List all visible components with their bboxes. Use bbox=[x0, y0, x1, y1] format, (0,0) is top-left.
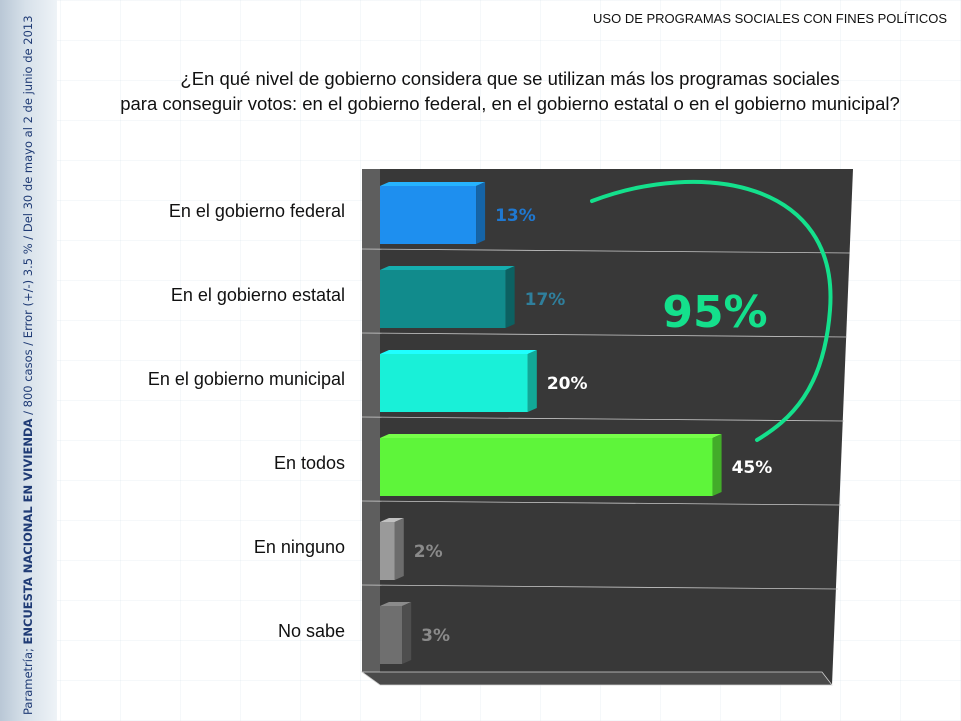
bar-top-face bbox=[380, 518, 404, 522]
bar bbox=[380, 518, 404, 580]
gridline bbox=[361, 584, 839, 590]
bars bbox=[380, 182, 722, 664]
bar-top-face bbox=[380, 182, 486, 186]
category-label: No sabe bbox=[278, 621, 345, 641]
bar-front-face bbox=[380, 270, 506, 328]
bar-front-face bbox=[380, 522, 395, 580]
bar-side-face bbox=[402, 602, 412, 664]
annotation-arc bbox=[590, 179, 833, 442]
annotation-label: 95% bbox=[662, 287, 767, 338]
bar bbox=[380, 182, 486, 244]
gridline bbox=[361, 416, 845, 422]
chart-side-wall bbox=[362, 169, 380, 685]
chart-floor bbox=[360, 671, 833, 686]
bar-front-face bbox=[380, 438, 713, 496]
bar-front-face bbox=[380, 186, 477, 244]
bar-top-face bbox=[380, 434, 722, 438]
value-label: 17% bbox=[525, 290, 566, 310]
category-label: En el gobierno municipal bbox=[148, 369, 345, 389]
gridline bbox=[361, 332, 848, 338]
bar-top-face bbox=[380, 266, 515, 270]
bar-side-face bbox=[505, 266, 515, 328]
grid-lines bbox=[361, 248, 851, 590]
category-label: En el gobierno estatal bbox=[171, 285, 345, 305]
bar-front-face bbox=[380, 606, 403, 664]
bar-top-face bbox=[380, 350, 537, 354]
bar-side-face bbox=[476, 182, 486, 244]
chart-back-wall bbox=[380, 169, 853, 685]
bar bbox=[380, 266, 515, 328]
sidebar: Parametría; ENCUESTA NACIONAL EN VIVIEND… bbox=[0, 0, 57, 721]
question-line-2: para conseguir votos: en el gobierno fed… bbox=[120, 93, 900, 114]
bar-top-face bbox=[380, 602, 412, 606]
category-label: En todos bbox=[274, 453, 345, 473]
bar-side-face bbox=[712, 434, 722, 496]
value-label: 45% bbox=[732, 458, 773, 478]
page-header: USO DE PROGRAMAS SOCIALES CON FINES POLÍ… bbox=[593, 11, 947, 26]
value-label: 2% bbox=[414, 542, 443, 562]
value-labels: 13% 17% 20% 45% 2% 3% bbox=[414, 206, 773, 646]
question-line-1: ¿En qué nivel de gobierno considera que … bbox=[180, 68, 840, 89]
bar bbox=[380, 350, 537, 412]
question-text: ¿En qué nivel de gobierno considera que … bbox=[60, 66, 960, 116]
category-label: En ninguno bbox=[254, 537, 345, 557]
gridline bbox=[361, 248, 851, 254]
category-label: En el gobierno federal bbox=[169, 201, 345, 221]
category-labels: En el gobierno federal En el gobierno est… bbox=[148, 201, 345, 641]
bar-front-face bbox=[380, 354, 528, 412]
value-label: 13% bbox=[495, 206, 536, 226]
bar-side-face bbox=[527, 350, 537, 412]
bar bbox=[380, 602, 412, 664]
value-label: 3% bbox=[421, 626, 450, 646]
bar bbox=[380, 434, 722, 496]
bar-side-face bbox=[394, 518, 404, 580]
gridline bbox=[361, 500, 842, 506]
value-label: 20% bbox=[547, 374, 588, 394]
